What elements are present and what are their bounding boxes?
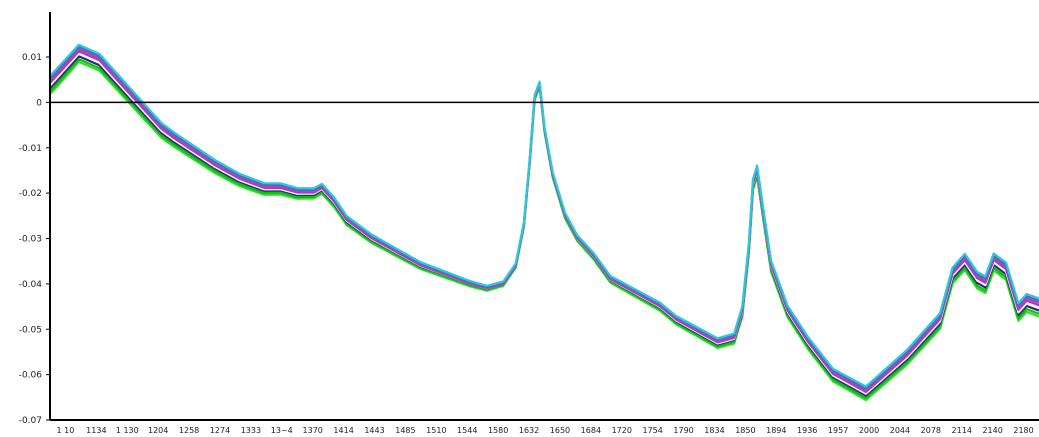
series-line-3 xyxy=(49,55,1039,397)
series-line-1 xyxy=(49,60,1039,402)
x-tick-label: 1754 xyxy=(642,426,662,435)
x-tick-label: 1 130 xyxy=(116,426,139,435)
x-tick-label: 1580 xyxy=(488,426,508,435)
x-tick-label: 1544 xyxy=(457,426,477,435)
x-tick-label: 1894 xyxy=(766,426,786,435)
y-tick-label: -0.04 xyxy=(19,280,43,290)
x-tick-label: 1258 xyxy=(179,426,199,435)
y-tick-label: -0.03 xyxy=(19,235,42,245)
y-tick-label: -0.01 xyxy=(19,144,42,154)
y-tick-label: -0.02 xyxy=(19,189,42,199)
x-tick-label: 1957 xyxy=(828,426,848,435)
x-tick-label: 1370 xyxy=(303,426,323,435)
y-tick-label: -0.05 xyxy=(19,325,42,335)
series-layer xyxy=(49,43,1039,402)
x-tick-label: 1204 xyxy=(148,426,168,435)
series-line-2 xyxy=(49,58,1039,400)
x-tick-label: 1850 xyxy=(735,426,755,435)
x-tick-label: 1790 xyxy=(673,426,693,435)
y-tick-label: -0.06 xyxy=(19,371,43,381)
x-tick-label: 1333 xyxy=(241,426,261,435)
x-tick-label: 1274 xyxy=(210,426,230,435)
x-tick-label: 1632 xyxy=(519,426,539,435)
series-line-6 xyxy=(49,47,1039,392)
series-line-4 xyxy=(49,52,1039,395)
series-line-7 xyxy=(49,45,1039,390)
x-tick-label: 13~4 xyxy=(271,426,293,435)
x-tick-label: 1485 xyxy=(395,426,415,435)
x-tick-label: 1414 xyxy=(333,426,353,435)
x-tick-label: 1510 xyxy=(426,426,446,435)
x-tick-label: 1720 xyxy=(612,426,632,435)
y-tick-label: 0.01 xyxy=(22,53,42,63)
x-tick-label: 2044 xyxy=(890,426,910,435)
x-tick-label: 2000 xyxy=(859,426,879,435)
x-tick-label: 1684 xyxy=(581,426,601,435)
x-axis-ticks: 1 10 1134 1 130 1204 1258 1274 1333 13~4 1370 141… xyxy=(57,426,1034,435)
x-tick-label: 1134 xyxy=(86,426,106,435)
x-tick-label: 2078 xyxy=(921,426,941,435)
x-tick-label: 1936 xyxy=(797,426,817,435)
x-tick-label: 2114 xyxy=(952,426,972,435)
x-tick-label: 1834 xyxy=(704,426,724,435)
y-tick-label: -0.07 xyxy=(19,416,42,426)
x-tick-label: 1650 xyxy=(550,426,570,435)
x-tick-label: 1 10 xyxy=(57,426,75,435)
x-tick-label: 2180 xyxy=(1013,426,1033,435)
x-tick-label: 2140 xyxy=(982,426,1002,435)
series-line-8 xyxy=(49,43,1039,388)
x-tick-label: 1443 xyxy=(364,426,384,435)
y-tick-label: 0 xyxy=(36,98,42,108)
y-axis-ticks: 0.01 0 -0.01 -0.02 -0.03 -0.04 -0.05 -0.06 -0.07 xyxy=(19,53,50,426)
